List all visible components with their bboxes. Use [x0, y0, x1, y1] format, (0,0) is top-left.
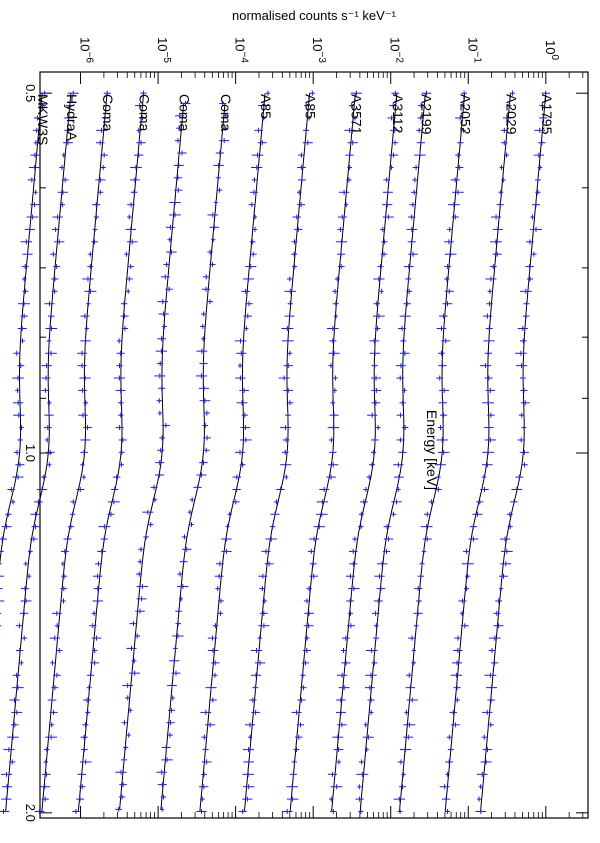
model-line	[119, 103, 185, 810]
y-tick-base: 10	[465, 37, 480, 51]
series-a3112: A3112	[327, 90, 406, 814]
series-label: A3571	[348, 94, 364, 135]
y-tick-label: 10−4	[233, 37, 250, 63]
model-line	[160, 103, 226, 810]
series-label: Coma	[218, 94, 234, 132]
model-line	[199, 93, 266, 812]
series-coma: Coma	[156, 94, 234, 812]
series-coma: Coma	[34, 90, 116, 814]
series-layer: A1795 A2029 A2052 A2199 A3112 A3571 A85 A85 Coma…	[0, 90, 555, 814]
y-tick-base: 10	[233, 37, 248, 51]
series-label: HydraA	[64, 94, 80, 141]
series-a2029: A2029	[439, 90, 520, 814]
series-label: A2029	[504, 94, 520, 135]
y-tick-exponent: −1	[471, 52, 482, 64]
series-a85: A85	[238, 90, 319, 814]
y-tick-base: 10	[388, 37, 403, 51]
series-a1795: A1795	[475, 90, 555, 814]
y-tick-exponent: −2	[394, 52, 405, 64]
model-line	[359, 93, 426, 812]
y-tick-label: 10−2	[388, 37, 405, 63]
series-label: A2052	[458, 94, 474, 135]
model-line	[331, 93, 398, 812]
y-tick-base: 10	[310, 37, 325, 51]
series-coma: Coma	[115, 94, 193, 812]
series-label: Coma	[177, 94, 193, 132]
x-tick-label: 1.0	[23, 444, 38, 462]
y-tick-exponent: −6	[84, 52, 95, 64]
series-label: A2199	[418, 94, 434, 135]
series-a3571: A3571	[281, 90, 364, 814]
y-tick-label: 10−5	[155, 37, 172, 63]
y-tick-base: 10	[543, 40, 558, 54]
y-tick-base: 10	[155, 37, 170, 51]
series-label: A85	[303, 94, 319, 119]
y-axis-label: normalised counts s⁻¹ keV⁻¹	[232, 8, 397, 23]
series-label: A3112	[390, 94, 406, 134]
y-tick-base: 10	[78, 37, 93, 51]
series-a2052: A2052	[393, 90, 474, 814]
model-line	[77, 93, 145, 812]
series-hydraa: HydraA	[0, 90, 80, 814]
y-axis-title: normalised counts s⁻¹ keV⁻¹	[232, 8, 397, 23]
y-tick-label: 10−3	[310, 37, 327, 63]
series-label: A85	[258, 94, 274, 119]
y-tick-exponent: −4	[239, 52, 250, 64]
series-a85: A85	[196, 90, 274, 814]
series-a2199: A2199	[355, 90, 434, 814]
x-tick-label: 0.5	[23, 84, 38, 102]
series-label: Coma	[100, 94, 116, 132]
y-tick-label: 10−1	[465, 37, 482, 63]
x-tick-label: 2.0	[23, 804, 38, 822]
x-axis-label: Energy [keV]	[424, 410, 440, 490]
x-axis-title: Energy [keV]	[424, 410, 440, 490]
y-tick-label: 10−6	[78, 37, 95, 63]
series-label: MKW3S	[35, 94, 51, 145]
series-mkw3s: MKW3S	[0, 90, 51, 627]
y-tick-exponent: 0	[549, 54, 560, 60]
series-coma: Coma	[72, 90, 153, 814]
y-tick-exponent: −5	[161, 52, 172, 64]
y-tick-label: 100	[543, 40, 560, 60]
plot-frame	[39, 71, 589, 819]
series-label: Coma	[137, 94, 153, 132]
y-tick-exponent: −3	[316, 52, 327, 64]
series-label: A1795	[539, 94, 555, 135]
